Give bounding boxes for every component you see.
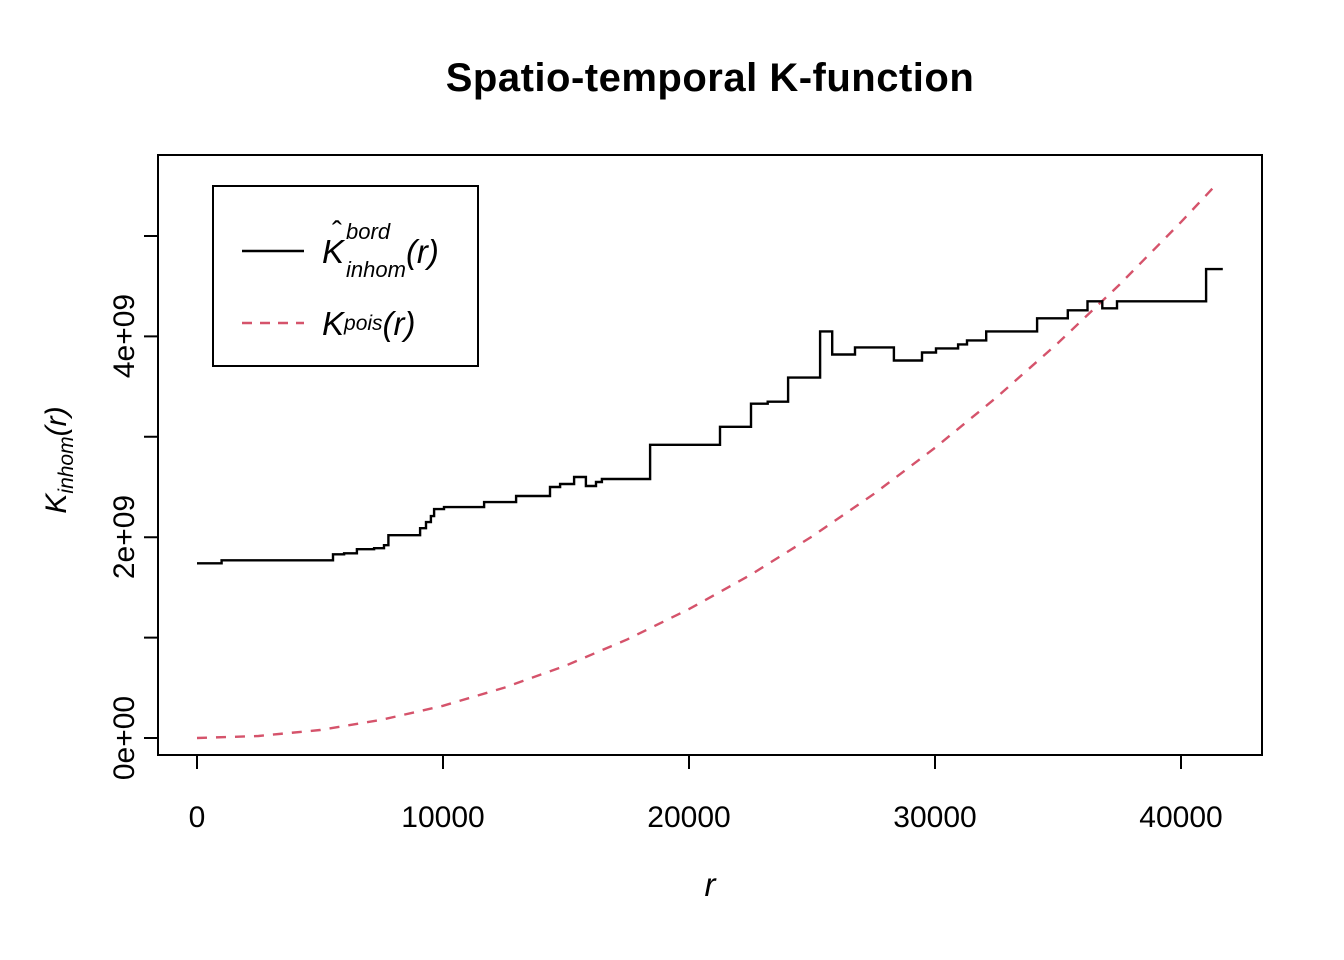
x-tick-label-0: 0 (188, 801, 206, 834)
x-tick-label-40000: 40000 (1139, 801, 1223, 834)
y-tick-label-0: 0e+00 (108, 695, 141, 781)
x-tick-label-10000: 10000 (401, 801, 485, 834)
y-axis-ticks (144, 235, 158, 739)
legend-line-solid (242, 249, 304, 253)
y-tick-label-2e9: 2e+09 (108, 495, 141, 580)
chart-title: Spatio-temporal K-function (445, 56, 975, 100)
x-tick-label-20000: 20000 (647, 801, 731, 834)
legend-item-kinhom: K ˆ bord inhom (r) (242, 211, 439, 291)
x-tick-label-30000: 30000 (893, 801, 977, 834)
plot-border (157, 154, 1263, 756)
legend-label-kinhom: K ˆ bord inhom (r) (322, 215, 439, 282)
y-tick-label-4e9: 4e+09 (108, 294, 141, 379)
k-pois-curve (196, 181, 1219, 740)
hat-accent: ˆ (332, 215, 342, 249)
k-inhom-curve (197, 267, 1223, 565)
legend-line-dashed (242, 321, 304, 325)
y-axis-label: Kinhom(r) (40, 406, 78, 514)
x-axis-ticks (196, 755, 1182, 769)
x-axis-label: r (704, 866, 716, 903)
